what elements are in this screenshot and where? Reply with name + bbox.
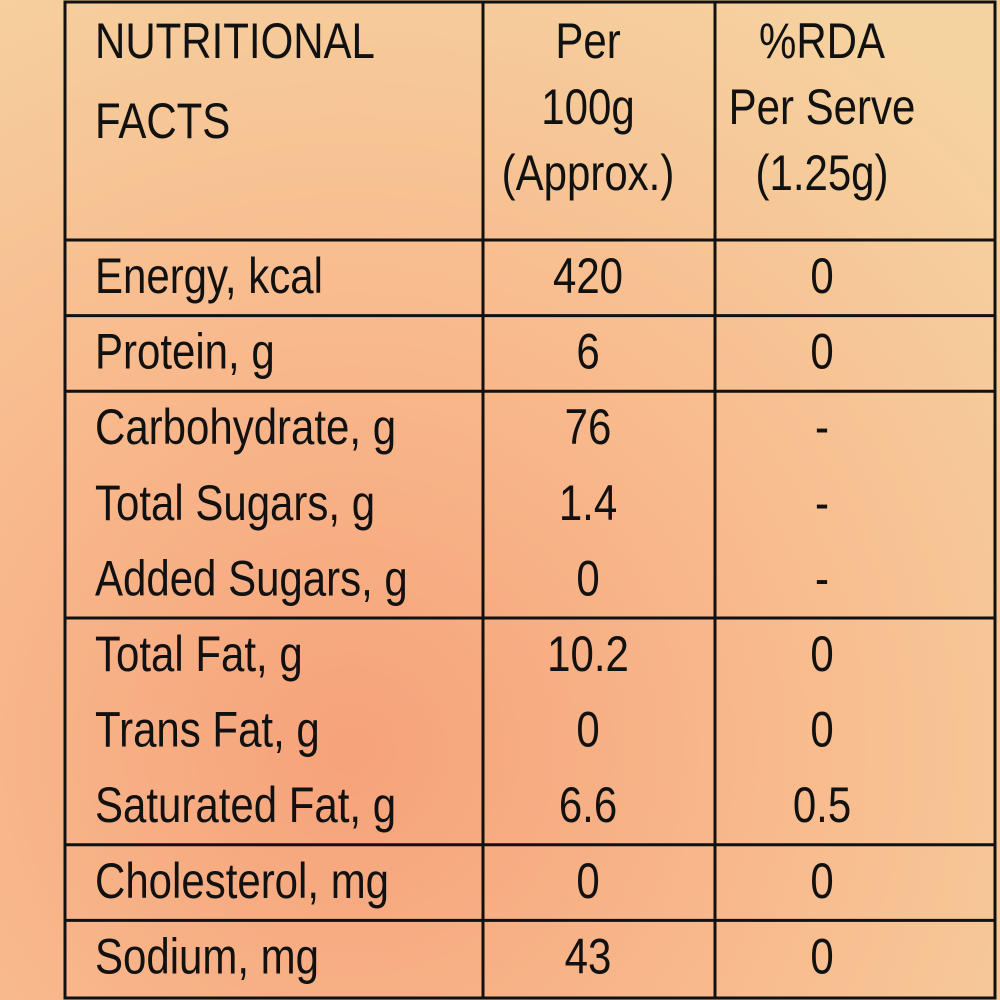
per-100g-value: 10.2	[547, 626, 629, 682]
per-100g-value: 0	[576, 852, 599, 908]
rda-value: -	[815, 474, 829, 530]
rda-value: 0	[810, 248, 833, 304]
per-100g-value: 43	[565, 928, 612, 984]
header-per-100g: Per	[555, 13, 620, 69]
header-rda: Per Serve	[729, 79, 916, 135]
nutrient-label: Total Fat, g	[95, 626, 303, 682]
rda-value: 0	[810, 701, 833, 757]
per-100g-value: 0	[576, 701, 599, 757]
nutrient-label: Energy, kcal	[95, 248, 323, 304]
nutrient-label: Saturated Fat, g	[95, 777, 396, 833]
per-100g-value: 6	[576, 323, 599, 379]
nutrient-label: Trans Fat, g	[95, 701, 320, 757]
per-100g-value: 6.6	[559, 777, 617, 833]
per-100g-value: 1.4	[559, 474, 617, 530]
rda-value: 0	[810, 626, 833, 682]
rda-value: 0	[810, 852, 833, 908]
nutrient-label: Total Sugars, g	[95, 474, 375, 530]
nutrient-label: Carbohydrate, g	[95, 399, 396, 455]
rda-value: 0.5	[793, 777, 851, 833]
rda-value: 0	[810, 323, 833, 379]
rda-value: -	[815, 399, 829, 455]
per-100g-value: 0	[576, 550, 599, 606]
table-border	[63, 0, 997, 1000]
per-100g-value: 76	[565, 399, 612, 455]
header-rda: %RDA	[759, 13, 885, 69]
header-per-100g: 100g	[541, 79, 634, 135]
header-title: NUTRITIONAL	[95, 13, 375, 69]
header-per-100g: (Approx.)	[502, 145, 675, 201]
nutrient-label: Protein, g	[95, 323, 275, 379]
header-rda: (1.25g)	[755, 145, 888, 201]
rda-value: -	[815, 550, 829, 606]
nutrient-label: Cholesterol, mg	[95, 852, 389, 908]
per-100g-value: 420	[553, 248, 623, 304]
nutrient-label: Added Sugars, g	[95, 550, 408, 606]
nutrient-label: Sodium, mg	[95, 928, 319, 984]
rda-value: 0	[810, 928, 833, 984]
header-title: FACTS	[95, 93, 230, 149]
